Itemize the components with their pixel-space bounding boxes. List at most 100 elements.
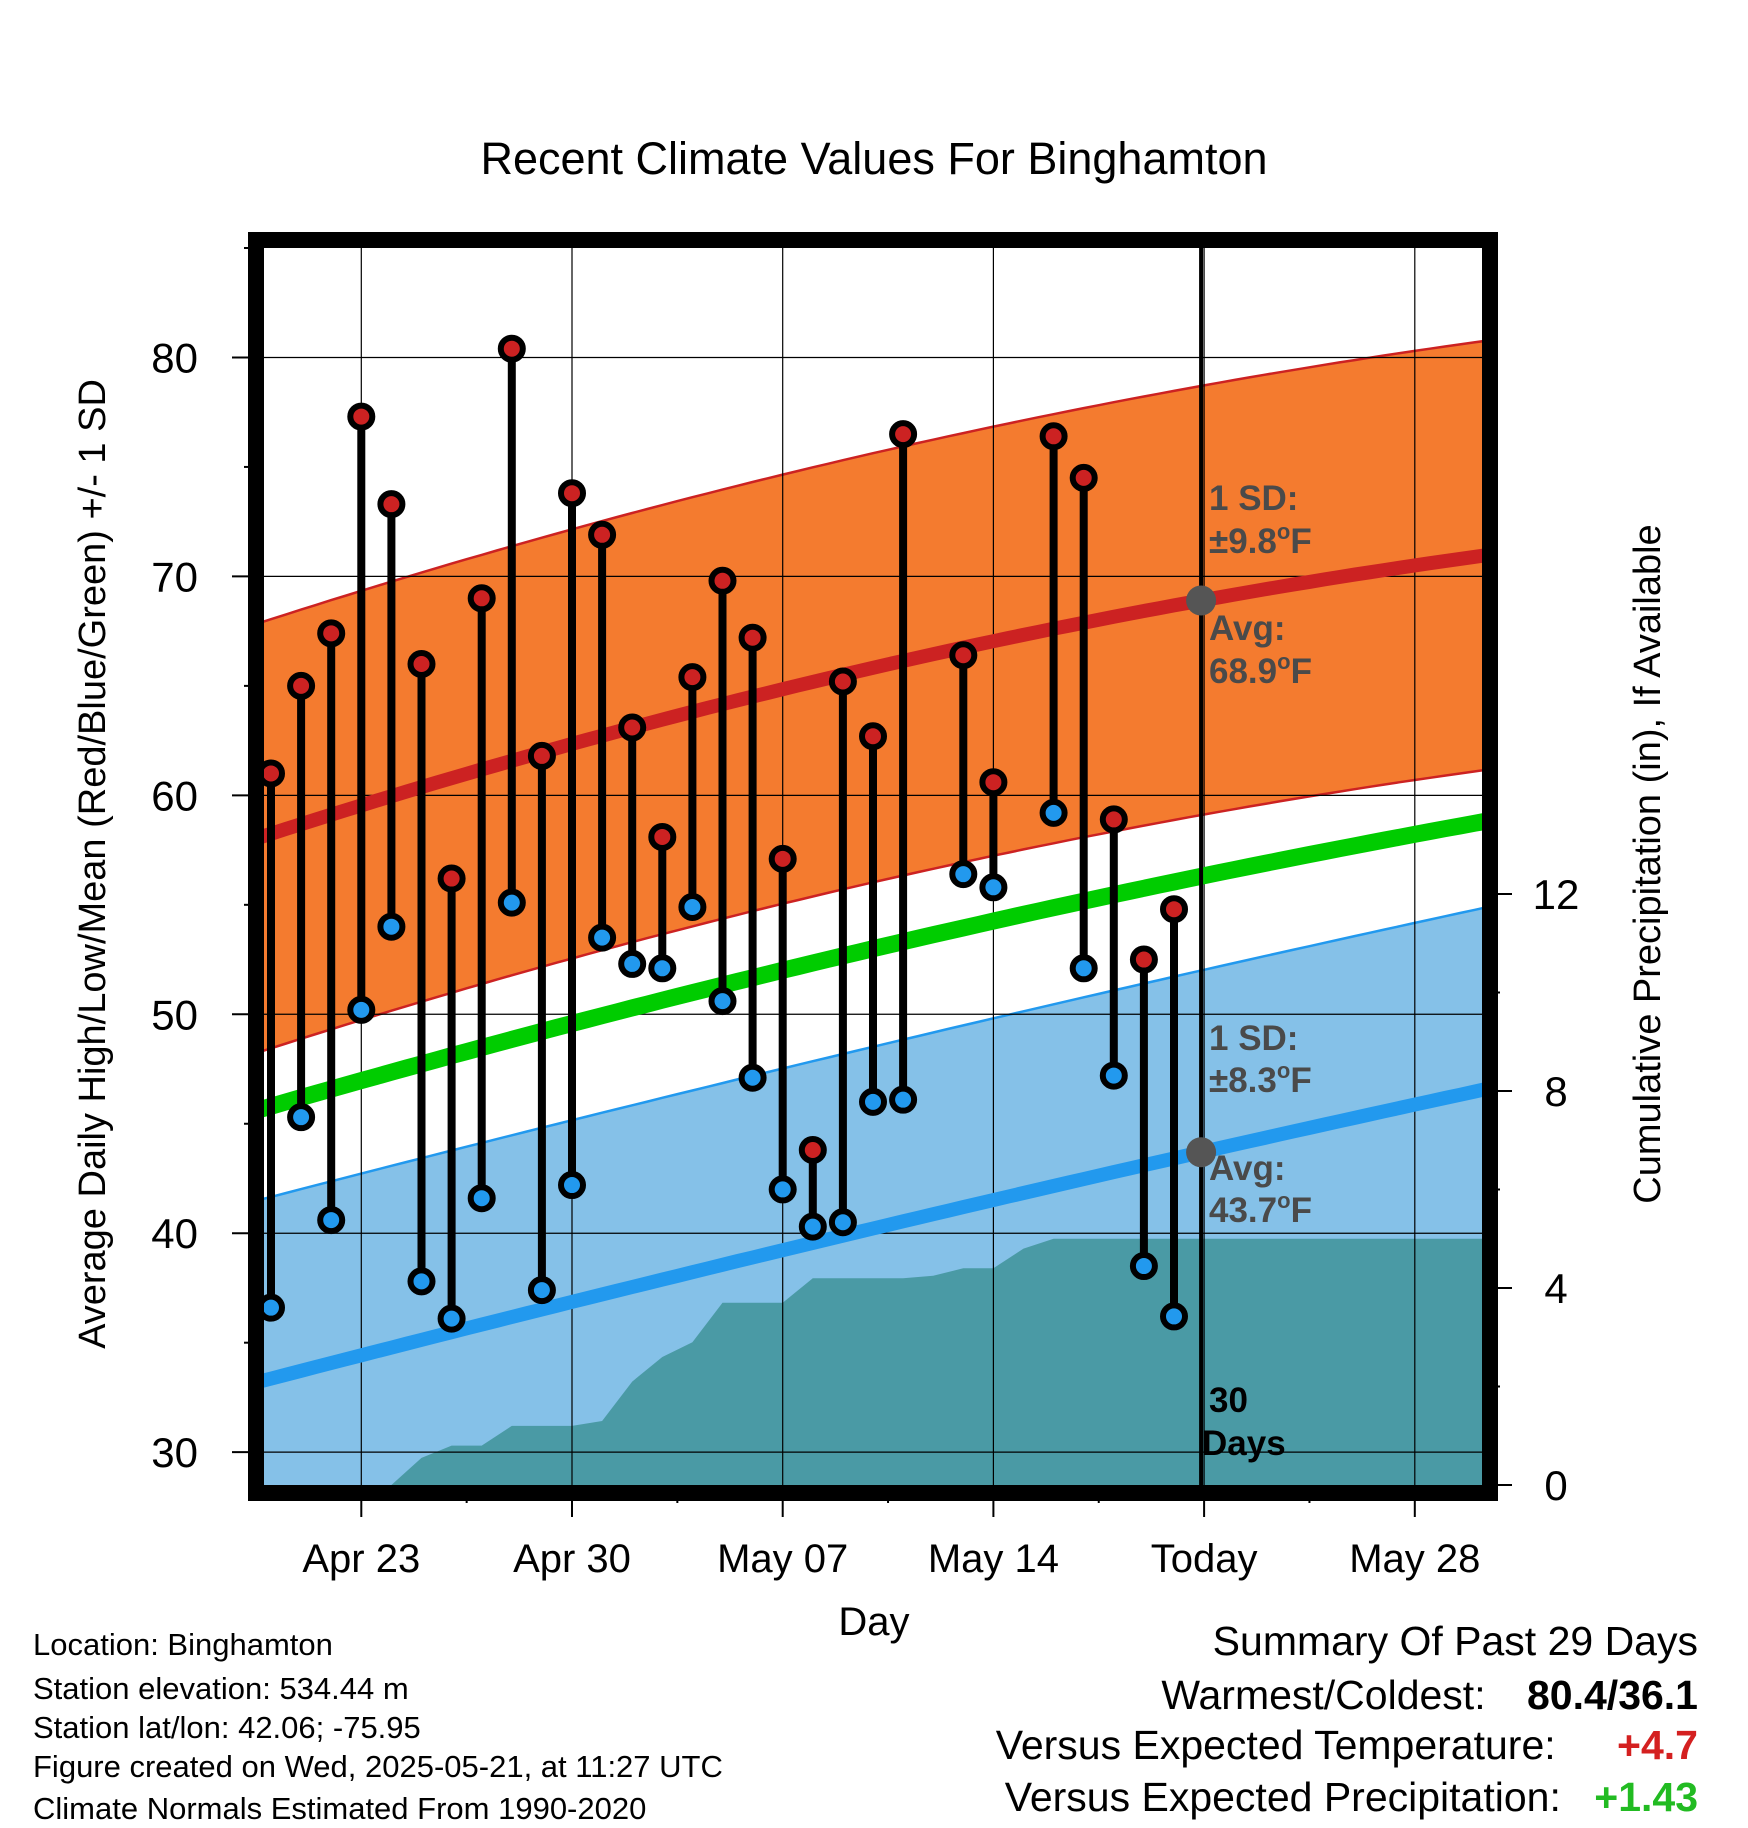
daily-high-point xyxy=(1069,463,1098,492)
y2-tick-label: 12 xyxy=(1533,871,1580,918)
daily-high-point xyxy=(1039,422,1068,451)
daily-high-point xyxy=(467,584,496,613)
daily-high-point xyxy=(949,641,978,670)
precip-label: Versus Expected Precipitation: xyxy=(1004,1774,1561,1820)
daily-low-point xyxy=(527,1276,556,1305)
y-tick-label: 80 xyxy=(151,334,198,381)
daily-high-point xyxy=(1099,805,1128,834)
daily-low-point xyxy=(558,1171,586,1200)
daily-low-point xyxy=(678,893,707,922)
info-created: Figure created on Wed, 2025-05-21, at 11… xyxy=(33,1749,723,1784)
daily-low-point xyxy=(768,1175,797,1204)
warm-cold-value: 80.4/36.1 xyxy=(1527,1672,1698,1718)
y-tick-label: 30 xyxy=(151,1429,198,1476)
x-axis-label: Day xyxy=(838,1600,909,1644)
y-tick-label: 70 xyxy=(151,553,198,600)
days-marker-line2: Days xyxy=(1202,1424,1286,1463)
today-high-avg-marker xyxy=(1186,585,1217,616)
y2-tick-label: 4 xyxy=(1544,1265,1567,1312)
daily-low-point xyxy=(317,1206,346,1235)
temp-label: Versus Expected Temperature: xyxy=(995,1722,1556,1768)
low-sd-annotation-line2: ±8.3oF xyxy=(1209,1058,1312,1100)
x-tick-label: Apr 30 xyxy=(513,1537,631,1581)
daily-low-point xyxy=(738,1063,767,1092)
high-sd-annotation-line2: ±9.8oF xyxy=(1209,519,1312,561)
x-tick-label: Today xyxy=(1151,1537,1258,1581)
daily-low-point xyxy=(798,1212,827,1241)
low-sd-annotation-line1: 1 SD: xyxy=(1209,1019,1298,1058)
daily-high-point xyxy=(497,334,526,363)
daily-low-point xyxy=(437,1304,466,1333)
normal-high-line xyxy=(264,548,1482,844)
summary-temp: Versus Expected Temperature: +4.7 xyxy=(996,1722,1698,1769)
daily-low-point xyxy=(407,1267,436,1296)
low-avg-annotation-line2: 43.7oF xyxy=(1209,1188,1312,1230)
summary-title-text: Summary Of Past 29 Days xyxy=(1212,1618,1698,1664)
x-tick-label: Apr 23 xyxy=(302,1537,420,1581)
y-tick-label: 60 xyxy=(151,772,198,819)
daily-high-point xyxy=(558,479,586,508)
y2-tick-label: 0 xyxy=(1544,1462,1567,1509)
daily-low-point xyxy=(889,1085,918,1114)
precip-value: +1.43 xyxy=(1594,1774,1698,1820)
daily-high-point xyxy=(377,490,406,519)
daily-low-point xyxy=(264,1293,285,1322)
daily-low-point xyxy=(287,1103,316,1132)
high-sd-band-edge xyxy=(264,340,1482,623)
y-tick-label: 50 xyxy=(151,991,198,1038)
y2-axis-label: Cumulative Precipitation (in), If Availa… xyxy=(1627,524,1669,1203)
daily-high-point xyxy=(859,722,887,751)
daily-low-point xyxy=(588,923,617,952)
today-low-avg-marker xyxy=(1186,1137,1217,1168)
high-sd-annotation-line1: 1 SD: xyxy=(1209,479,1298,518)
daily-low-point xyxy=(347,995,376,1024)
daily-high-point xyxy=(979,768,1008,797)
daily-high-point xyxy=(798,1136,827,1165)
info-location: Location: Binghamton xyxy=(33,1627,333,1662)
daily-low-point xyxy=(949,860,978,889)
daily-high-point xyxy=(648,822,677,851)
daily-low-point xyxy=(618,949,647,978)
daily-high-point xyxy=(347,402,376,431)
daily-high-point xyxy=(768,844,797,873)
y2-tick-label: 8 xyxy=(1544,1068,1567,1115)
daily-high-point xyxy=(527,741,556,770)
daily-bars xyxy=(264,334,1188,1333)
y-axis-label: Average Daily High/Low/Mean (Red/Blue/Gr… xyxy=(72,379,114,1349)
low-avg-annotation-line1: Avg: xyxy=(1209,1149,1285,1188)
daily-low-point xyxy=(467,1184,496,1213)
daily-high-point xyxy=(437,864,466,893)
daily-high-point xyxy=(828,667,857,696)
plot-frame xyxy=(248,232,1498,1501)
high-avg-annotation-line2: 68.9oF xyxy=(1209,649,1312,691)
temp-value: +4.7 xyxy=(1617,1722,1698,1768)
info-normals: Climate Normals Estimated From 1990-2020 xyxy=(33,1791,647,1826)
daily-high-point xyxy=(317,619,346,648)
daily-high-point xyxy=(287,671,316,700)
daily-low-point xyxy=(828,1208,857,1237)
daily-high-point xyxy=(738,623,767,652)
daily-low-point xyxy=(1129,1252,1158,1281)
chart-title: Recent Climate Values For Binghamton xyxy=(480,133,1267,184)
daily-low-point xyxy=(497,888,526,917)
daily-low-point xyxy=(1099,1061,1128,1090)
daily-low-point xyxy=(1039,798,1068,827)
daily-high-point xyxy=(588,520,617,549)
daily-high-point xyxy=(264,759,285,788)
daily-low-point xyxy=(377,912,406,941)
high-avg-annotation-line1: Avg: xyxy=(1209,609,1285,648)
daily-high-point xyxy=(889,420,918,449)
daily-low-point xyxy=(1069,954,1098,983)
daily-low-point xyxy=(1160,1302,1188,1331)
daily-high-point xyxy=(678,663,707,692)
days-marker-line1: 30 xyxy=(1209,1381,1248,1420)
daily-low-point xyxy=(859,1087,887,1116)
summary-title: Summary Of Past 29 Days xyxy=(1213,1618,1698,1665)
x-tick-label: May 28 xyxy=(1349,1537,1480,1581)
info-elevation: Station elevation: 534.44 m xyxy=(33,1671,409,1706)
daily-high-point xyxy=(708,566,737,595)
x-tick-label: May 14 xyxy=(928,1537,1059,1581)
daily-high-point xyxy=(618,713,647,742)
